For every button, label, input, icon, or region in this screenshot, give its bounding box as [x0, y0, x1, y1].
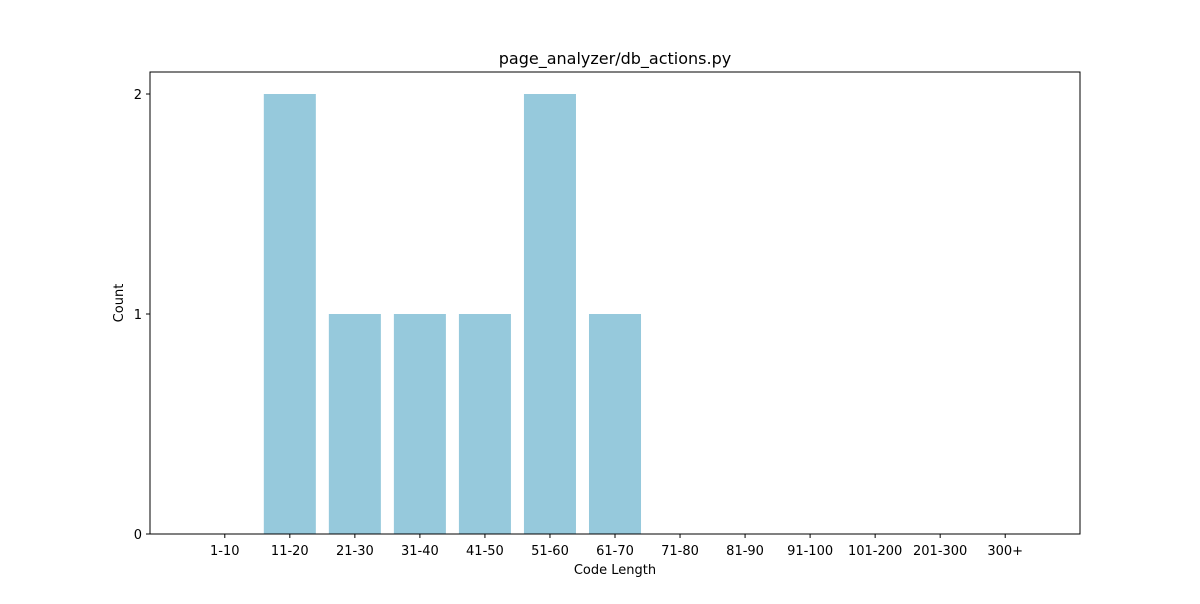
bar-31-40	[393, 314, 446, 534]
y-axis-label: Count	[112, 284, 127, 323]
x-tick-label: 11-20	[271, 544, 309, 559]
x-tick-label: 1-10	[210, 544, 240, 559]
y-tick-label: 1	[134, 308, 142, 323]
plot-area-frame	[149, 71, 1081, 535]
bar-61-70	[588, 314, 642, 534]
x-tick-label: 300+	[987, 544, 1023, 559]
x-axis-ticks: 1-10 11-20 21-30 31-40 41-50 51-60 61-70 71-80 8…	[210, 534, 1023, 559]
x-tick-label: 201-300	[913, 544, 967, 559]
x-tick-label: 71-80	[661, 544, 699, 559]
bar-51-60	[523, 94, 576, 534]
x-tick-label: 31-40	[401, 544, 439, 559]
x-tick-label: 21-30	[336, 544, 374, 559]
x-tick-label: 61-70	[596, 544, 634, 559]
x-axis-label: Code Length	[574, 563, 656, 578]
x-tick-label: 81-90	[726, 544, 764, 559]
y-tick-label: 2	[134, 88, 142, 103]
x-tick-label: 91-100	[787, 544, 833, 559]
bars-layer	[263, 94, 642, 534]
bar-41-50	[458, 314, 511, 534]
y-tick-label: 0	[134, 528, 142, 543]
x-tick-label: 101-200	[848, 544, 902, 559]
bar-11-20	[263, 94, 316, 534]
bar-21-30	[328, 314, 381, 534]
chart-title: page_analyzer/db_actions.py	[499, 49, 731, 69]
y-axis-ticks: 0 1 2	[134, 88, 150, 543]
x-tick-label: 51-60	[531, 544, 569, 559]
x-tick-label: 41-50	[466, 544, 504, 559]
